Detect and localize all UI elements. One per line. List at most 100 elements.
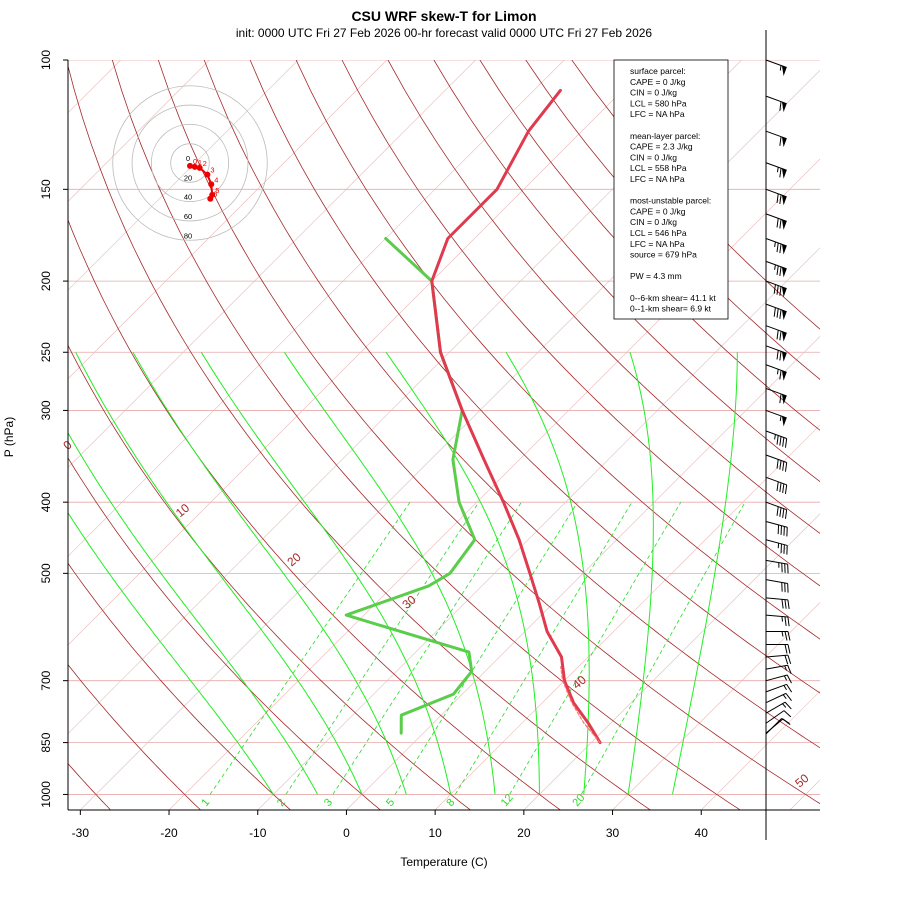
barb-flag xyxy=(781,394,787,405)
barb-flag xyxy=(781,351,787,362)
barb-full xyxy=(784,509,788,519)
barb-full xyxy=(779,370,782,380)
x-tick-label: 30 xyxy=(606,826,620,840)
chart-title: CSU WRF skew-T for Limon xyxy=(351,8,536,24)
hodograph-ring xyxy=(131,104,249,222)
dry-adiabat xyxy=(68,763,111,810)
hodograph-point-label: 5 xyxy=(215,186,219,195)
x-tick-label: 10 xyxy=(428,826,442,840)
wind-barb xyxy=(765,654,792,665)
barb-full xyxy=(776,330,779,340)
dry-adiabat xyxy=(525,60,820,380)
moist-adiabat xyxy=(68,511,274,795)
moist-adiabat xyxy=(672,352,738,795)
moist-adiabat xyxy=(132,352,407,795)
barb-full xyxy=(776,308,779,318)
barb-full xyxy=(784,462,788,472)
info-line: CIN = 0 J/kg xyxy=(630,88,677,98)
barb-full xyxy=(779,243,782,254)
barb-full xyxy=(782,483,785,494)
info-line: LFC = NA hPa xyxy=(630,174,685,184)
barb-half xyxy=(782,703,787,708)
dry-adiabat xyxy=(111,60,741,810)
barb-shaft xyxy=(765,579,788,584)
hodograph-ring-label: 60 xyxy=(184,212,192,221)
barb-full xyxy=(773,284,776,294)
x-tick-label: 0 xyxy=(343,826,350,840)
background-grid xyxy=(68,60,820,810)
info-line: surface parcel: xyxy=(630,66,686,76)
barb-full xyxy=(779,286,782,296)
info-line: CIN = 0 J/kg xyxy=(630,217,677,227)
barb-half xyxy=(782,694,787,700)
wind-barb xyxy=(765,597,790,610)
moist-adiabat xyxy=(200,352,452,795)
info-line: source = 679 hPa xyxy=(630,250,697,260)
hodograph-point-label: 0 xyxy=(193,157,197,166)
barb-flag xyxy=(781,101,787,113)
info-line: CIN = 0 J/kg xyxy=(630,152,677,162)
moist-adiabat xyxy=(627,352,654,795)
barb-full xyxy=(782,461,785,471)
barb-half xyxy=(779,415,782,422)
barb-full xyxy=(784,438,788,448)
barb-full xyxy=(782,508,785,518)
barb-half xyxy=(779,65,782,71)
barb-half xyxy=(776,369,779,375)
barb-full xyxy=(787,631,791,641)
dry-adiabat-label: 50 xyxy=(792,771,811,791)
y-tick-label: 150 xyxy=(39,179,53,199)
info-line: mean-layer parcel: xyxy=(630,131,700,141)
barb-shaft xyxy=(765,701,786,714)
wind-barb xyxy=(765,387,787,405)
hodograph-point-label: 3 xyxy=(210,166,214,175)
x-tick-label: 20 xyxy=(517,826,531,840)
isotherm-line xyxy=(68,60,121,114)
barb-shaft xyxy=(765,683,787,693)
wind-barb xyxy=(765,579,789,593)
barb-shaft xyxy=(765,692,787,704)
barb-full xyxy=(784,616,787,627)
dry-adiabat xyxy=(249,60,820,694)
isotherm-line xyxy=(523,513,820,810)
barb-half xyxy=(774,264,776,270)
barb-full xyxy=(784,599,787,609)
isotherm-line xyxy=(68,60,476,468)
hodograph-point xyxy=(207,195,214,202)
chart-subtitle: init: 0000 UTC Fri 27 Feb 2026 00-hr for… xyxy=(236,26,653,40)
wind-barb xyxy=(765,559,789,574)
dry-adiabat xyxy=(68,664,201,810)
hodograph-point-label: 1 xyxy=(198,158,202,167)
isotherm-line xyxy=(68,60,565,557)
barb-full xyxy=(776,265,779,276)
wind-barb xyxy=(765,521,788,537)
barb-full xyxy=(776,459,779,469)
wind-barb xyxy=(765,345,787,362)
barb-full xyxy=(781,718,790,724)
info-line: most-unstable parcel: xyxy=(630,196,711,206)
wind-barb xyxy=(765,188,787,206)
hodograph-point-label: 4 xyxy=(214,175,218,184)
barb-full xyxy=(784,655,789,665)
wind-barb xyxy=(765,325,787,342)
barb-full xyxy=(787,644,791,654)
barb-full xyxy=(779,507,782,517)
moist-adiabat xyxy=(283,352,496,795)
wind-barb xyxy=(765,409,787,427)
barb-shaft xyxy=(765,664,788,670)
y-tick-label: 850 xyxy=(39,732,53,752)
wind-barb xyxy=(765,476,788,495)
y-tick-label: 400 xyxy=(39,492,53,512)
barb-flag xyxy=(781,195,787,206)
mixing-ratio-line xyxy=(509,501,682,795)
barb-full xyxy=(786,674,792,684)
y-tick-label: 1000 xyxy=(39,781,53,808)
barb-flag xyxy=(781,416,787,427)
barb-shaft xyxy=(765,654,788,658)
barb-shaft xyxy=(765,364,787,373)
parcel-line xyxy=(560,666,601,744)
dry-adiabat xyxy=(68,64,651,810)
x-tick-label: -30 xyxy=(72,826,90,840)
barb-shaft xyxy=(765,95,787,105)
